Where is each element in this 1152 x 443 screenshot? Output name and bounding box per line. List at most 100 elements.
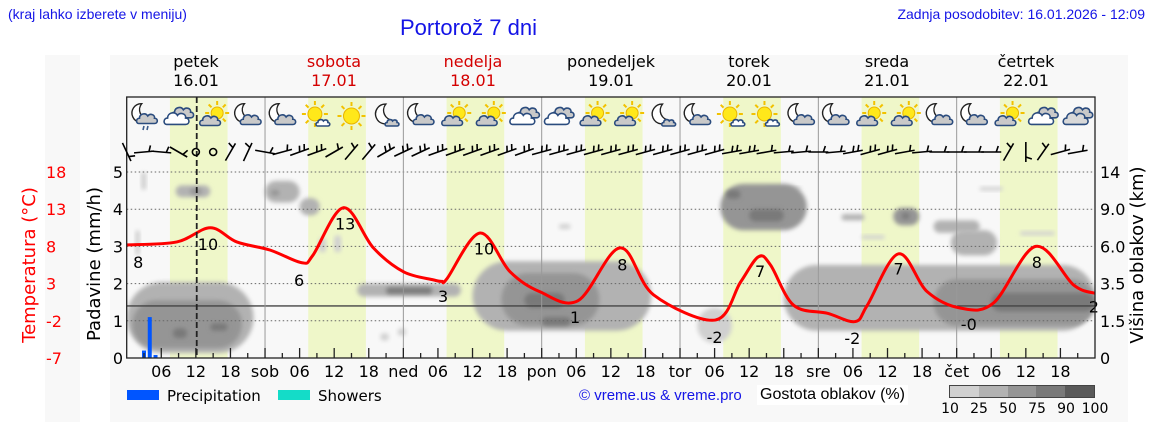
day-date-2: 18.01 <box>450 71 496 90</box>
density-label: 100 <box>1081 401 1109 417</box>
wind-barb-icon <box>825 145 846 154</box>
partly-cloudy-icon <box>441 101 472 127</box>
temperature-value-label: 8 <box>617 255 627 274</box>
temperature-line <box>126 206 1095 324</box>
overcast-icon <box>163 106 195 126</box>
temperature-tick-label: 8 <box>46 237 56 256</box>
temperature-tick-label: 3 <box>46 275 56 294</box>
wind-barb-icon <box>600 144 621 156</box>
wind-barb-icon <box>377 143 396 158</box>
wind-barb-icon <box>445 143 465 157</box>
day-name-1: sobota <box>306 52 362 71</box>
wind-barb-icon <box>411 143 431 157</box>
temperature-value-label: 1 <box>570 308 580 327</box>
temperature-value-label: 7 <box>893 260 903 279</box>
wind-barb-icon <box>912 145 933 154</box>
partly-cloudy-icon <box>994 101 1025 127</box>
wind-barb-icon <box>480 143 500 157</box>
x-tick-label: čet <box>944 362 969 381</box>
temperature-value-label: 8 <box>133 253 143 272</box>
night-drizzle-icon <box>131 102 159 131</box>
cloud-blob <box>950 230 998 256</box>
showers-legend-label: Showers <box>318 387 382 405</box>
x-tick-label: 12 <box>1016 362 1036 381</box>
daylight-bands <box>169 97 1058 358</box>
precipitation-tick-label: 3 <box>113 237 123 256</box>
partly-cloudy-icon <box>613 101 645 127</box>
cloud-blob <box>861 235 885 239</box>
day-date-4: 20.01 <box>726 71 772 90</box>
cloud-density-scale <box>949 385 1095 398</box>
wind-barb-icon <box>842 144 863 155</box>
cloud-blob <box>397 328 407 336</box>
temperature-value-label: 10 <box>474 240 494 259</box>
density-step-25-50 <box>978 386 1008 397</box>
day-date-0: 16.01 <box>173 71 219 90</box>
sunny-icon <box>337 102 366 130</box>
x-tick-label: 18 <box>774 362 794 381</box>
x-tick-label: ned <box>388 362 418 381</box>
day-name-2: nedelja <box>443 52 503 71</box>
wind-barb-icon <box>514 143 535 157</box>
precipitation-bar <box>153 355 158 358</box>
x-tick-label: sre <box>806 362 830 381</box>
temperature-tick-label: 18 <box>46 163 66 182</box>
precipitation-tick-label: 4 <box>113 200 123 219</box>
wind-barb-icon <box>791 145 812 154</box>
x-tick-label: 06 <box>843 362 863 381</box>
x-tick-label: 06 <box>566 362 586 381</box>
night-small-cloud-icon <box>374 103 400 127</box>
wind-barb-icon <box>272 144 293 156</box>
temperature-tick-label: 13 <box>46 200 66 219</box>
day-date-5: 21.01 <box>864 71 910 90</box>
x-tick-label: 06 <box>704 362 724 381</box>
wind-barb-icon <box>1067 144 1088 155</box>
wind-barb-icon <box>981 145 1002 153</box>
partly-cloudy-icon <box>890 101 921 127</box>
x-tick-label: 12 <box>462 362 482 381</box>
wind-barb-icon <box>670 144 690 156</box>
cloud-blob <box>172 328 188 339</box>
cloud-blob <box>135 230 140 256</box>
wind-barb-icon <box>1002 142 1015 162</box>
partly-cloudy-icon <box>198 101 230 127</box>
temperature-tick-label: -7 <box>46 349 62 368</box>
overcast-dark-icon <box>1062 106 1094 126</box>
temperature-value-label: -2 <box>707 328 723 347</box>
wind-barb-icon <box>121 142 136 162</box>
wind-barb-icon <box>739 144 760 155</box>
cloud-blob <box>991 292 1095 312</box>
wind-barb-icon <box>618 144 639 156</box>
wind-barb-icon <box>756 144 777 155</box>
wind-barb-icon <box>344 142 359 161</box>
showers-swatch <box>278 390 310 400</box>
precipitation-tick-label: 2 <box>113 275 123 294</box>
cloud-blob <box>726 189 741 199</box>
density-label: 75 <box>1028 401 1046 417</box>
wind-barb-icon <box>583 144 604 156</box>
cloud-blob <box>524 292 565 308</box>
wind-barb-icon <box>773 145 794 154</box>
wind-barb-icon <box>704 144 725 156</box>
night-small-cloud-icon <box>651 103 677 127</box>
x-tick-label: tor <box>669 362 692 381</box>
x-tick-label: 18 <box>359 362 379 381</box>
wind-barb-icon <box>929 145 950 153</box>
copyright-text: © vreme.us & vreme.pro <box>579 387 742 404</box>
precipitation-swatch <box>127 390 159 400</box>
cloud-blob <box>299 198 320 216</box>
wind-barb-icon <box>497 143 517 157</box>
day-date-6: 22.01 <box>1003 71 1049 90</box>
cloud-blob <box>265 180 300 203</box>
night-cloudy-icon <box>787 102 816 126</box>
wind-barb-icon <box>566 144 587 156</box>
wind-barb-icon <box>652 144 673 156</box>
temperature-value-label: 13 <box>335 214 355 233</box>
cloud-density-legend-title: Gostota oblakov (%) <box>757 385 908 405</box>
density-step-75-90 <box>1036 386 1066 397</box>
wind-barb-icon <box>860 144 881 156</box>
wind-barb-icon <box>531 144 552 156</box>
temperature-value-label: -0 <box>961 315 977 334</box>
night-cloudy-icon <box>683 102 712 126</box>
